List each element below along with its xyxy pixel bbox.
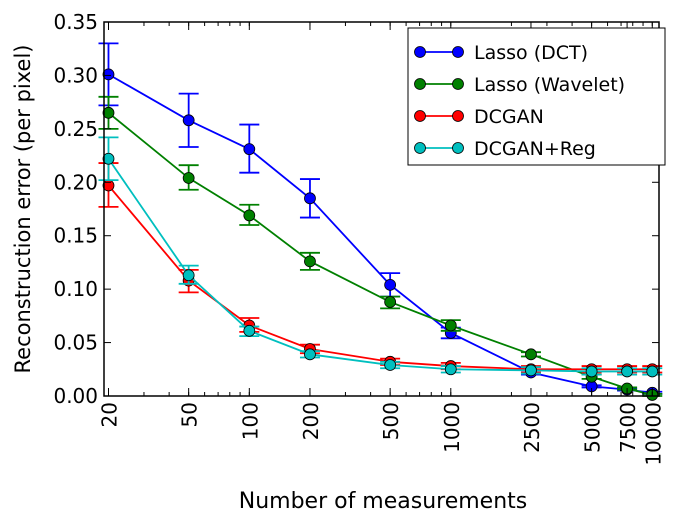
x-tick-label: 500 — [379, 402, 403, 440]
x-tick-label: 200 — [299, 402, 323, 440]
data-point — [243, 209, 256, 222]
y-tick-label: 0.30 — [53, 63, 98, 87]
y-tick-label: 0.10 — [53, 277, 98, 301]
x-tick-label: 10000 — [641, 402, 665, 466]
x-axis-label: Number of measurements — [239, 489, 528, 514]
legend-marker — [452, 78, 464, 90]
plot-frame — [103, 21, 660, 397]
series-line — [107, 112, 653, 396]
x-tick-label: 2500 — [520, 402, 544, 453]
data-point — [646, 365, 659, 378]
y-tick-label: 0.35 — [53, 10, 98, 34]
data-point — [243, 324, 256, 337]
x-tick-label: 50 — [178, 402, 202, 427]
data-point — [444, 319, 457, 332]
data-point — [182, 269, 195, 282]
data-point — [384, 278, 397, 291]
series-dcgan-reg — [98, 136, 663, 378]
x-tick-label: 100 — [238, 402, 262, 440]
x-tick-label: 20 — [97, 402, 121, 427]
legend-label: DCGAN+Reg — [474, 138, 596, 160]
data-point — [102, 106, 115, 119]
data-point — [621, 365, 633, 378]
legend-label: Lasso (DCT) — [474, 42, 588, 64]
y-tick-label: 0.00 — [53, 384, 98, 408]
series-line — [107, 158, 653, 373]
data-point — [384, 296, 397, 308]
y-tick-label: 0.20 — [53, 170, 98, 194]
legend-marker — [452, 142, 464, 154]
series-line — [108, 73, 653, 394]
legend-marker — [452, 46, 464, 58]
legend-marker — [414, 46, 426, 58]
data-point — [384, 359, 397, 371]
data-point — [304, 255, 316, 268]
data-point — [304, 348, 316, 361]
y-axis-label: Reconstruction error (per pixel) — [11, 45, 35, 374]
legend-marker — [452, 110, 464, 122]
legend-marker — [414, 142, 426, 154]
y-tick-label: 0.25 — [53, 117, 98, 141]
legend: Lasso (DCT) Lasso (Wavelet) DCGAN DCGAN+Reg — [407, 27, 666, 166]
data-point — [243, 143, 256, 156]
x-tick-label: 7500 — [616, 402, 640, 453]
legend-box — [407, 27, 666, 166]
data-point — [182, 114, 195, 127]
legend-label: Lasso (Wavelet) — [474, 74, 625, 96]
y-tick-label: 0.15 — [53, 224, 98, 248]
axes: 0.00 0.05 0.10 0.15 0.20 0.25 0.30 0.35 20 50 100 2… — [53, 10, 665, 466]
data-point — [102, 68, 115, 81]
data-point — [525, 348, 537, 361]
data-point — [525, 364, 537, 377]
x-tick-label: 1000 — [440, 402, 464, 453]
data-point — [585, 365, 598, 378]
x-tick-label: 5000 — [581, 402, 605, 453]
legend-marker — [414, 110, 426, 122]
data-point — [182, 172, 195, 184]
legend-label: DCGAN — [474, 106, 544, 128]
y-tick-label: 0.05 — [53, 331, 98, 355]
series-dcgan — [98, 162, 663, 376]
data-point — [304, 192, 316, 205]
data-point — [102, 152, 115, 165]
data-point — [444, 363, 457, 376]
legend-marker — [414, 78, 426, 90]
